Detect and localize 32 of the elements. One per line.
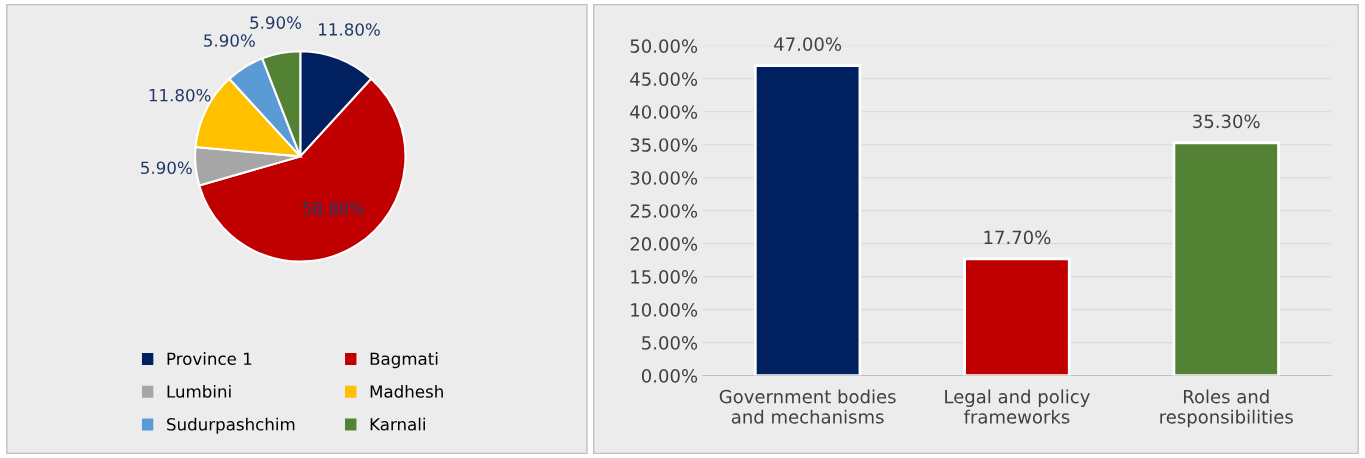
bar bbox=[1172, 141, 1280, 376]
data-label: 5.90% bbox=[250, 16, 302, 29]
data-label: 5.90% bbox=[141, 161, 192, 175]
y-tick-label: 15.00% bbox=[631, 270, 698, 284]
data-label: 11.80% bbox=[149, 88, 211, 102]
y-tick-label: 30.00% bbox=[630, 171, 698, 185]
y-tick-label: 50.00% bbox=[630, 39, 698, 53]
y-tick-label: 25.00% bbox=[630, 204, 698, 218]
y-tick-label: 10.00% bbox=[631, 303, 698, 317]
legend-label: Madhesh bbox=[370, 384, 443, 398]
y-tick-label: 40.00% bbox=[630, 105, 698, 119]
legend-label: Karnali bbox=[370, 417, 425, 431]
data-label: 35.30% bbox=[1193, 114, 1260, 129]
x-tick-label: Roles and responsibilities bbox=[1160, 389, 1293, 428]
legend-label: Sudurpashchim bbox=[167, 417, 295, 434]
bar bbox=[753, 64, 862, 376]
data-label: 17.70% bbox=[984, 230, 1051, 245]
y-tick-label: 5.00% bbox=[642, 336, 698, 350]
y-tick-label: 45.00% bbox=[630, 72, 698, 86]
y-tick-label: 35.00% bbox=[630, 138, 698, 152]
data-label: 11.80% bbox=[319, 23, 380, 36]
legend-label: Province 1 bbox=[167, 352, 252, 366]
bar bbox=[963, 257, 1071, 376]
y-tick-label: 0.00% bbox=[641, 369, 698, 383]
x-tick-label: Government bodies and mechanisms bbox=[719, 389, 896, 424]
x-tick-label: Legal and policy frameworks bbox=[945, 389, 1090, 424]
data-label: 58.80% bbox=[303, 202, 365, 215]
data-label: 47.00% bbox=[774, 37, 842, 51]
legend-label: Bagmati bbox=[370, 352, 438, 369]
y-tick-label: 20.00% bbox=[630, 237, 698, 251]
data-label: 5.90% bbox=[204, 34, 255, 47]
legend-label: Lumbini bbox=[167, 384, 231, 398]
